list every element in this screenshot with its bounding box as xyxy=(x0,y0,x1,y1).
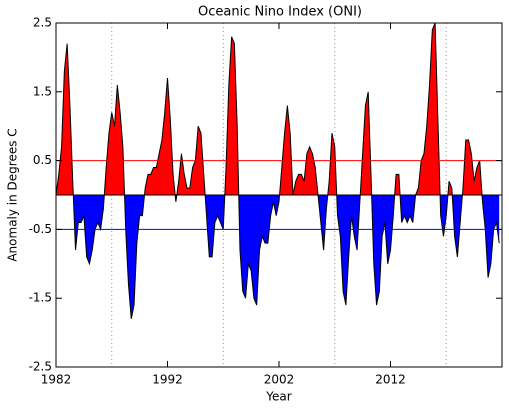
y-tick-label: -2.5 xyxy=(29,360,52,374)
y-axis-label: Anomaly in Degrees C xyxy=(6,128,20,261)
x-tick-label: 2002 xyxy=(264,373,295,387)
y-tick-label: -0.5 xyxy=(29,222,52,236)
y-tick-label: 1.5 xyxy=(33,84,52,98)
x-tick-label: 1992 xyxy=(152,373,183,387)
x-tick-label: 1982 xyxy=(41,373,72,387)
x-tick-label: 2012 xyxy=(375,373,406,387)
y-tick-label: 2.5 xyxy=(33,16,52,30)
line xyxy=(56,23,500,319)
positive-area xyxy=(56,23,500,195)
y-tick-label: -1.5 xyxy=(29,291,52,305)
x-axis-label: Year xyxy=(265,390,291,404)
plot-area xyxy=(56,23,500,319)
y-tick-label: 0.5 xyxy=(33,153,52,167)
chart-title: Oceanic Nino Index (ONI) xyxy=(198,5,362,20)
negative-area xyxy=(56,195,500,319)
